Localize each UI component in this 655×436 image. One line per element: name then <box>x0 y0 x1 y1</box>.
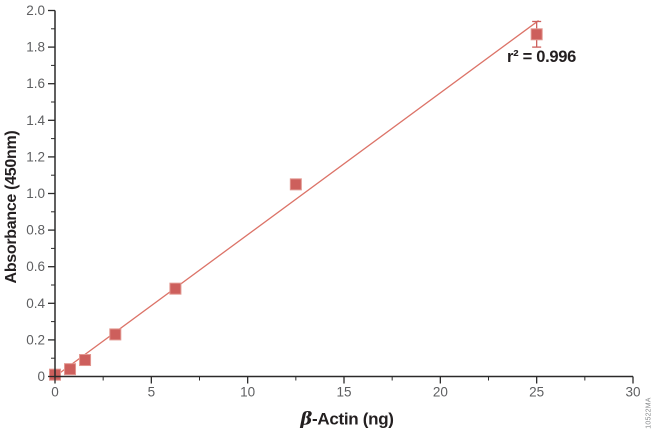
y-tick-label: 0.6 <box>26 259 45 274</box>
x-axis-title: β-Actin (ng) <box>300 408 394 430</box>
x-tick-label: 15 <box>336 385 351 400</box>
y-tick-label: 2.0 <box>26 3 45 18</box>
r-squared-annotation: r² = 0.996 <box>507 48 577 66</box>
data-point <box>109 328 122 341</box>
y-tick-label: 0.8 <box>26 223 45 238</box>
x-tick-label: 20 <box>433 385 448 400</box>
x-tick-label: 25 <box>529 385 544 400</box>
x-tick-label: 30 <box>625 385 640 400</box>
data-point <box>79 354 92 367</box>
x-tick-label: 10 <box>240 385 255 400</box>
y-tick-label: 1.8 <box>26 40 45 55</box>
y-tick-label: 0 <box>37 369 45 384</box>
y-tick-label: 1.6 <box>26 76 45 91</box>
data-point <box>64 363 77 376</box>
figure-id-watermark: 10522MA <box>645 397 653 429</box>
fit-line <box>54 20 539 378</box>
data-point <box>289 178 302 191</box>
data-point <box>169 282 182 295</box>
x-tick-label: 5 <box>148 385 156 400</box>
data-point <box>530 28 543 41</box>
y-tick-label: 1.0 <box>26 186 45 201</box>
y-tick-label: 1.4 <box>26 113 45 128</box>
x-axis-title-text: -Actin (ng) <box>311 409 394 429</box>
y-tick-label: 0.4 <box>26 296 45 311</box>
y-tick-label: 1.2 <box>26 149 45 164</box>
beta-symbol: β <box>300 408 312 430</box>
x-tick-label: 0 <box>51 385 59 400</box>
y-axis-title: Absorbance (450nm) <box>3 130 20 284</box>
y-tick-label: 0.2 <box>26 332 45 347</box>
